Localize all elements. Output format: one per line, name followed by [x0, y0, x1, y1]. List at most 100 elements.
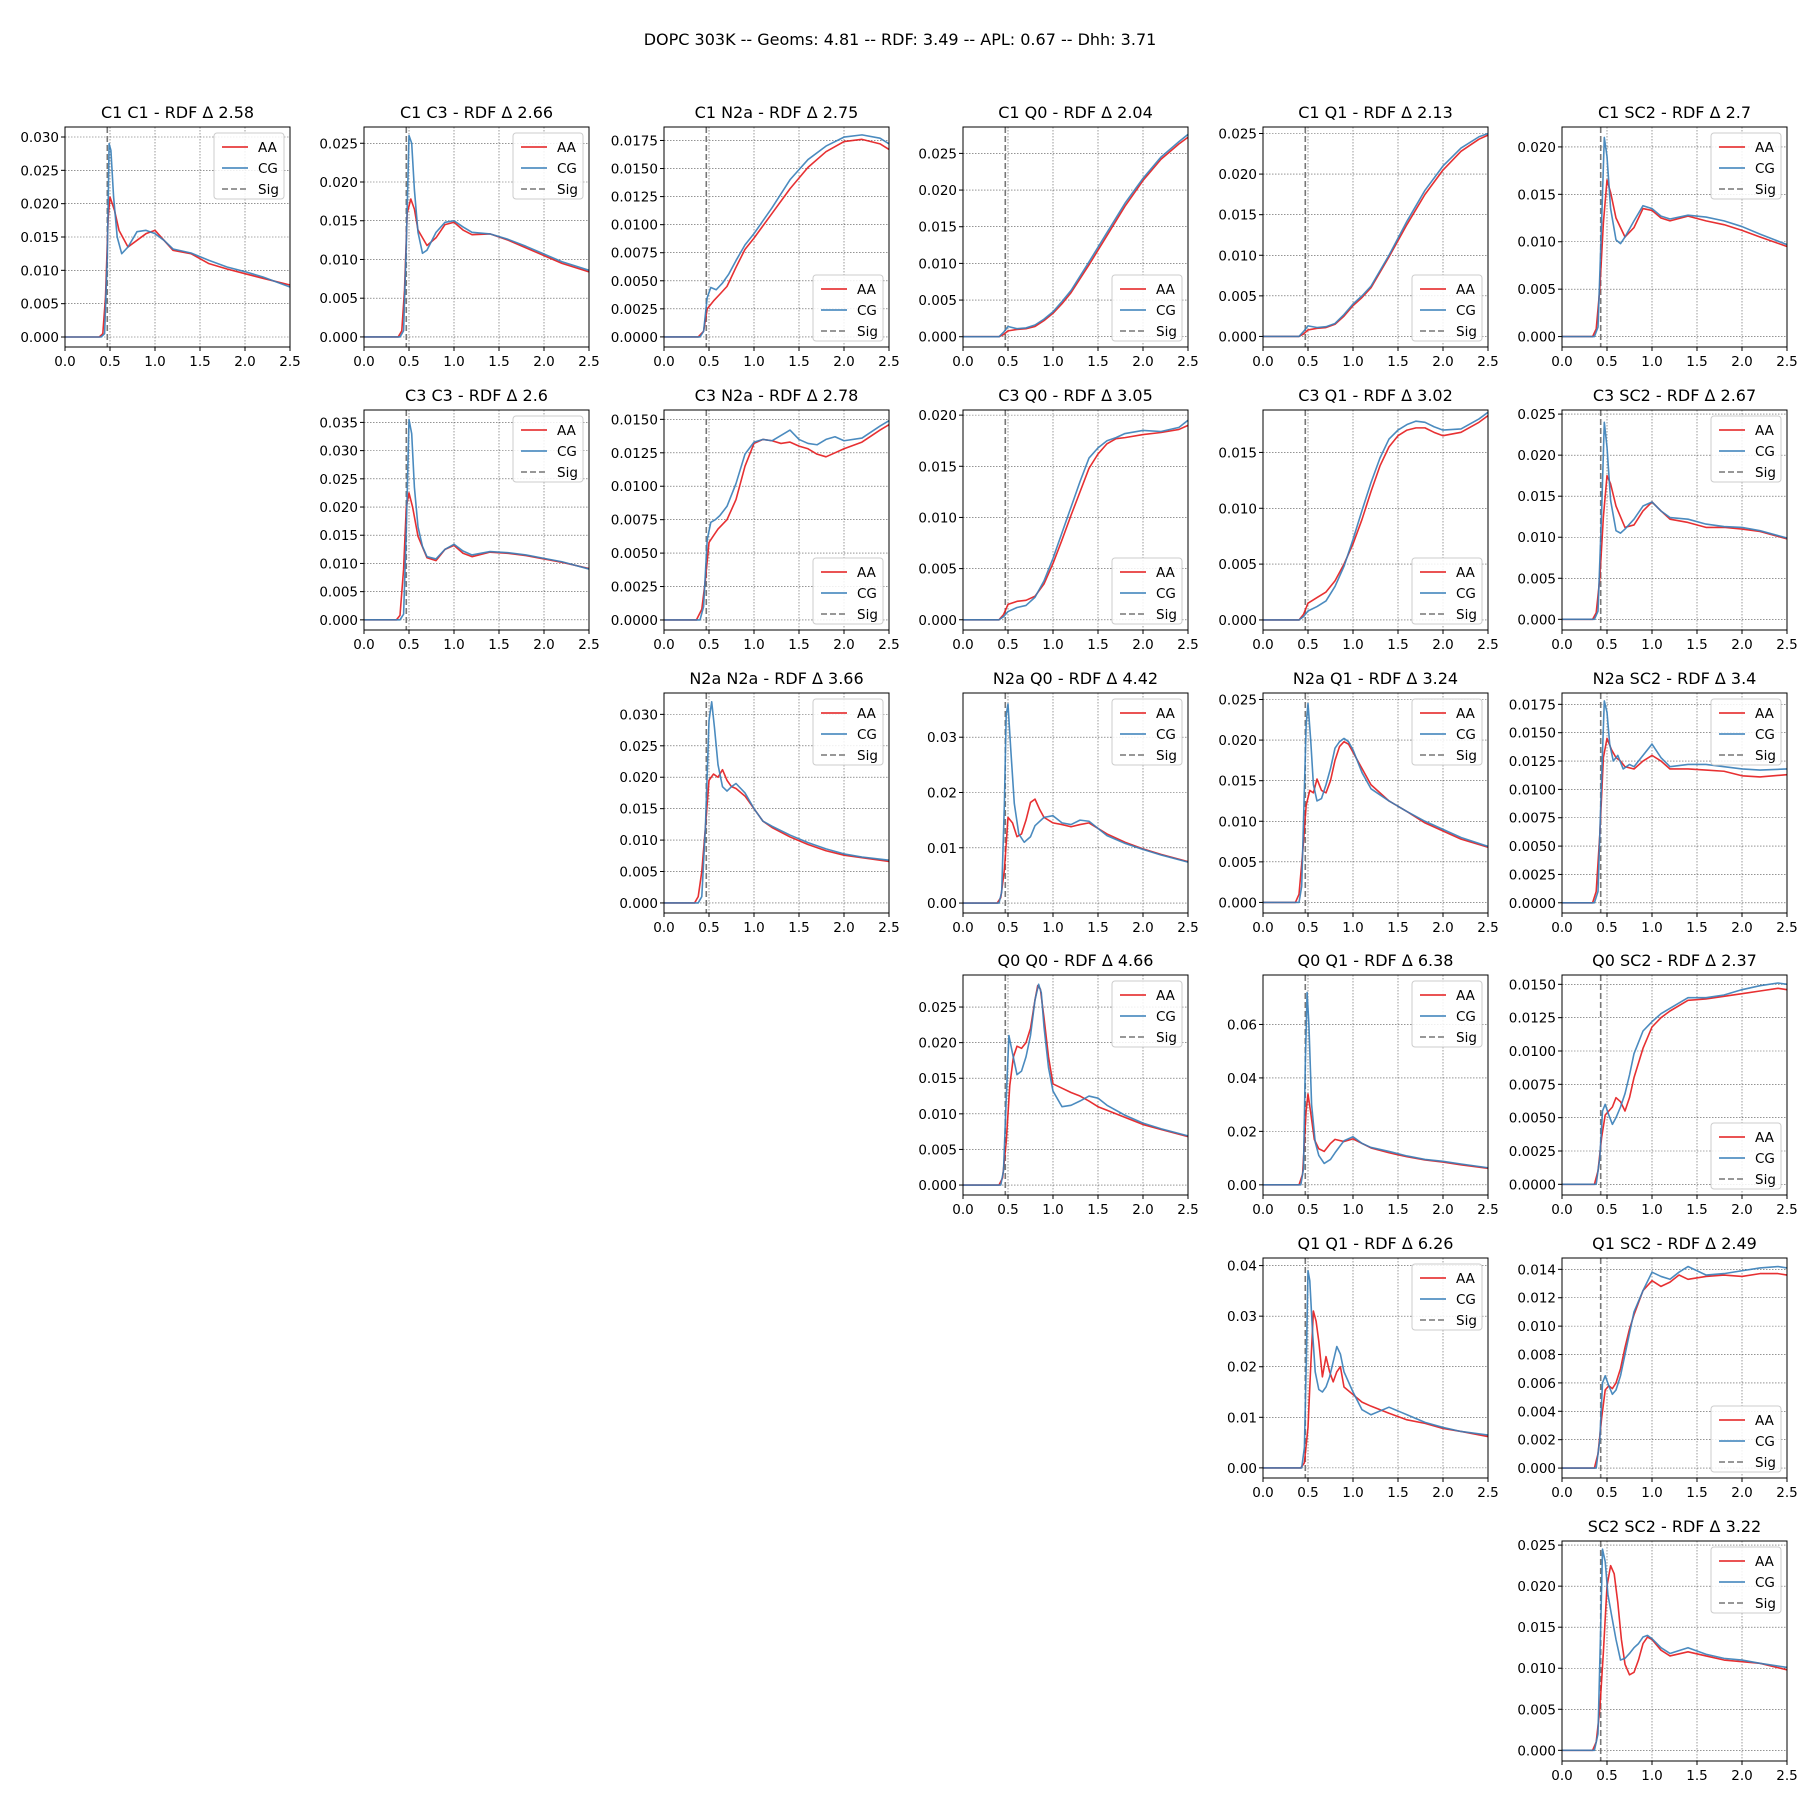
y-tick-label: 0.015 — [20, 230, 59, 246]
x-tick-label: 2.0 — [1132, 637, 1153, 653]
legend: AA CG Sig — [512, 415, 584, 483]
x-tick-label: 2.5 — [878, 920, 899, 936]
y-tick-label: 0.014 — [1517, 1262, 1556, 1278]
legend-box — [1710, 698, 1782, 766]
y-tick-label: 0.005 — [1218, 557, 1257, 573]
y-tick-label: 0.000 — [1218, 895, 1257, 911]
y-tick-label: 0.015 — [619, 802, 658, 818]
aa-series-line — [963, 424, 1189, 621]
x-tick-label: 2.5 — [1177, 920, 1198, 936]
legend-label: Sig — [1755, 465, 1776, 481]
y-tick-label: 0.015 — [1218, 774, 1257, 790]
x-tick-label: 2.0 — [833, 354, 854, 370]
y-tick-label: 0.030 — [619, 707, 658, 723]
y-tick-label: 0.020 — [319, 175, 358, 191]
legend-label: CG — [1755, 161, 1775, 177]
x-tick-label: 1.0 — [1042, 920, 1063, 936]
x-tick-label: 0.5 — [698, 920, 719, 936]
legend-label: AA — [1456, 988, 1476, 1004]
legend-box — [1710, 1405, 1782, 1473]
y-tick-label: 0.025 — [918, 1000, 957, 1016]
cg-series-line — [1263, 702, 1489, 904]
x-tick-label: 1.5 — [1686, 1768, 1707, 1784]
legend: AA CG Sig — [1710, 698, 1782, 766]
y-tick-label: 0.04 — [1227, 1259, 1257, 1275]
y-tick-label: 0.000 — [1218, 329, 1257, 345]
x-tick-label: 2.5 — [279, 354, 300, 370]
x-tick-label: 2.5 — [1776, 637, 1797, 653]
legend-label: CG — [1156, 303, 1176, 319]
legend: AA CG Sig — [1710, 1405, 1782, 1473]
x-tick-label: 2.5 — [1776, 1768, 1797, 1784]
y-tick-label: 0.000 — [1517, 330, 1556, 346]
y-tick-label: 0.06 — [1227, 1017, 1257, 1033]
legend-label: Sig — [1755, 182, 1776, 198]
y-tick-label: 0.0000 — [611, 613, 658, 629]
y-tick-label: 0.000 — [319, 613, 358, 629]
legend-label: Sig — [1755, 748, 1776, 764]
axes-frame — [64, 126, 291, 348]
x-tick-label: 1.5 — [1686, 637, 1707, 653]
subplot-title: Q1 Q1 - RDF Δ 6.26 — [1298, 1234, 1454, 1253]
axes-frame — [1262, 1257, 1489, 1479]
legend-label: CG — [1156, 727, 1176, 743]
y-tick-label: 0.0125 — [1509, 754, 1556, 770]
y-tick-label: 0.020 — [1517, 1579, 1556, 1595]
legend-label: Sig — [557, 465, 578, 481]
y-tick-label: 0.005 — [1218, 289, 1257, 305]
subplot-title: C1 C1 - RDF Δ 2.58 — [101, 103, 254, 122]
legend-label: Sig — [857, 607, 878, 623]
rdf-subplot: Q1 Q1 - RDF Δ 6.26 0.0 0.5 1.0 1.5 2.0 2.5 0.00… — [1183, 1218, 1499, 1501]
axes-frame — [663, 692, 890, 914]
legend-box — [1710, 132, 1782, 200]
x-tick-label: 1.5 — [1686, 920, 1707, 936]
rdf-subplot: C1 C3 - RDF Δ 2.66 0.0 0.5 1.0 1.5 2.0 2.5 0.00… — [284, 87, 599, 370]
legend-label: Sig — [857, 324, 878, 340]
rdf-subplot: C3 C3 - RDF Δ 2.6 0.0 0.5 1.0 1.5 2.0 2.5 0.000… — [284, 370, 599, 653]
legend: AA CG Sig — [1710, 132, 1782, 200]
y-tick-label: 0.00 — [1227, 1178, 1257, 1194]
aa-series-line — [963, 798, 1189, 904]
y-tick-label: 0.000 — [319, 330, 358, 346]
subplot-svg: C1 C1 - RDF Δ 2.58 0.0 0.5 1.0 1.5 2.0 2.5 0.00… — [20, 103, 300, 370]
y-tick-label: 0.0150 — [1509, 977, 1556, 993]
aa-series-line — [1263, 1310, 1489, 1469]
x-tick-label: 0.0 — [952, 637, 973, 653]
legend: AA CG Sig — [1710, 1122, 1782, 1190]
subplot-svg: C1 Q1 - RDF Δ 2.13 0.0 0.5 1.0 1.5 2.0 2.5 0.00… — [1218, 103, 1498, 370]
x-tick-label: 1.0 — [1342, 1202, 1363, 1218]
subplot-svg: N2a Q0 - RDF Δ 4.42 0.0 0.5 1.0 1.5 2.0 2.5 0.0… — [927, 669, 1199, 936]
x-tick-label: 1.5 — [1686, 354, 1707, 370]
y-tick-label: 0.015 — [1517, 489, 1556, 505]
x-tick-label: 0.0 — [353, 637, 374, 653]
y-tick-label: 0.005 — [1517, 1702, 1556, 1718]
x-tick-label: 0.5 — [1596, 920, 1617, 936]
legend-label: CG — [557, 161, 577, 177]
x-tick-label: 0.5 — [99, 354, 120, 370]
x-tick-label: 0.0 — [653, 637, 674, 653]
x-tick-label: 0.0 — [1551, 354, 1572, 370]
y-tick-label: 0.005 — [918, 293, 957, 309]
x-tick-label: 0.5 — [698, 354, 719, 370]
legend-label: Sig — [857, 748, 878, 764]
legend-box — [1111, 274, 1183, 342]
subplot-title: Q0 Q1 - RDF Δ 6.38 — [1298, 951, 1454, 970]
subplot-svg: C3 SC2 - RDF Δ 2.67 0.0 0.5 1.0 1.5 2.0 2.5 0.0… — [1517, 386, 1797, 653]
subplot-svg: SC2 SC2 - RDF Δ 3.22 0.0 0.5 1.0 1.5 2.0 2.5 0.… — [1517, 1517, 1797, 1784]
axes-frame — [962, 692, 1189, 914]
x-tick-label: 0.5 — [997, 1202, 1018, 1218]
legend-label: Sig — [1755, 1455, 1776, 1471]
x-tick-label: 2.0 — [1432, 354, 1453, 370]
x-tick-label: 0.0 — [1252, 1202, 1273, 1218]
x-tick-label: 2.5 — [1477, 1485, 1498, 1501]
y-tick-label: 0.025 — [1218, 692, 1257, 708]
y-tick-label: 0.000 — [20, 330, 59, 346]
y-tick-label: 0.0025 — [1509, 867, 1556, 883]
y-tick-label: 0.025 — [1218, 126, 1257, 142]
x-tick-label: 0.0 — [1252, 920, 1273, 936]
legend: AA CG Sig — [1111, 698, 1183, 766]
rdf-subplot: Q0 Q1 - RDF Δ 6.38 0.0 0.5 1.0 1.5 2.0 2.5 0.00… — [1183, 935, 1499, 1218]
cg-series-line — [1562, 136, 1788, 338]
x-tick-label: 1.0 — [1342, 1485, 1363, 1501]
y-tick-label: 0.010 — [1218, 814, 1257, 830]
